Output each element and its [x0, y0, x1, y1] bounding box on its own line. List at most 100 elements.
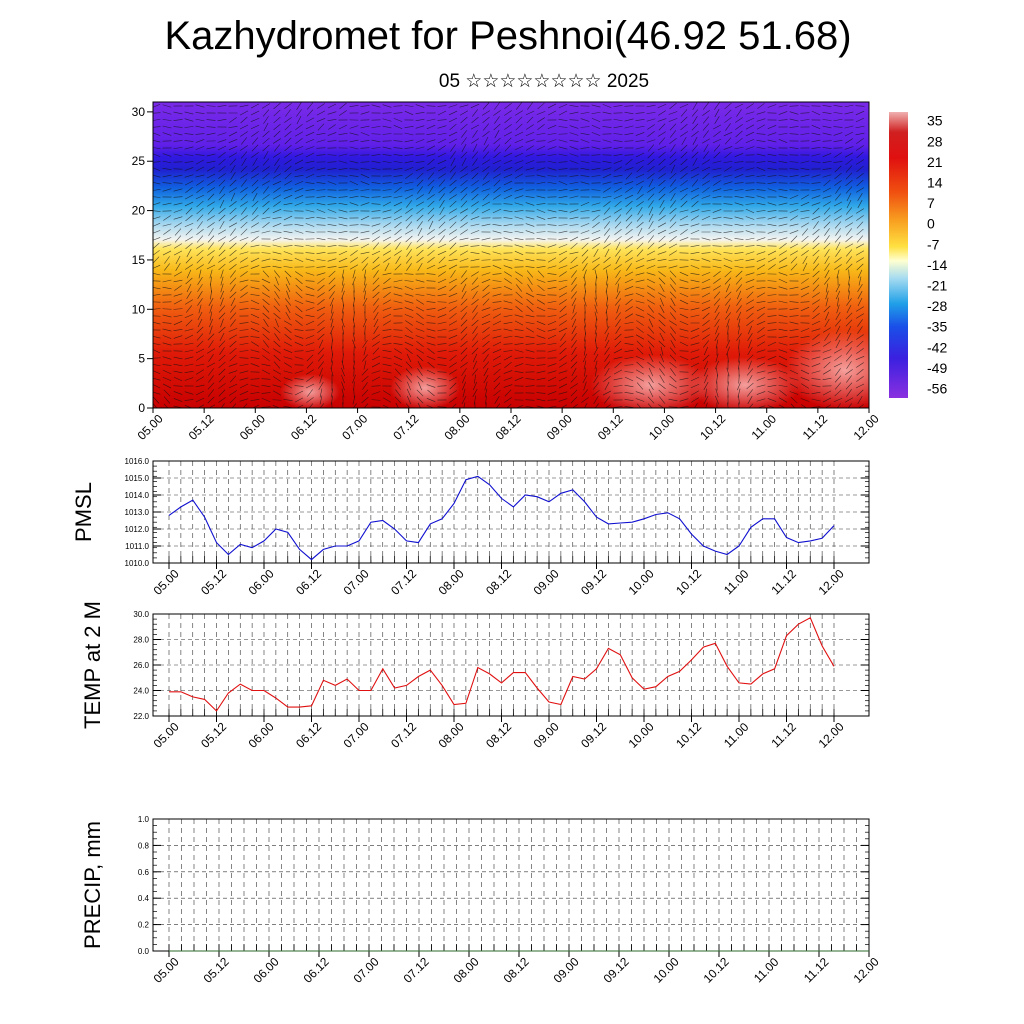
wind-vector: [416, 396, 424, 404]
wind-vector: [472, 326, 478, 334]
wind-vector: [811, 356, 821, 360]
wind-vector: [327, 196, 337, 198]
wind-vector: [427, 214, 435, 222]
wind-vector: [658, 137, 666, 145]
wind-vector: [613, 160, 623, 164]
wind-vector: [252, 192, 258, 202]
wind-vector: [824, 269, 830, 279]
wind-vector: [218, 236, 226, 242]
wind-vector: [856, 348, 864, 354]
wind-vector: [261, 406, 271, 408]
wind-vector: [812, 292, 820, 298]
wind-vector: [173, 370, 183, 374]
wind-vector: [726, 346, 730, 356]
wind-vector: [613, 166, 623, 172]
wind-vector: [800, 272, 810, 276]
wind-vector: [317, 354, 325, 362]
wind-vector: [536, 327, 546, 333]
wind-vector: [329, 297, 335, 307]
wind-vector: [584, 339, 586, 349]
wind-vector: [163, 215, 171, 221]
wind-vector: [263, 116, 269, 124]
wind-vector: [834, 389, 842, 397]
wind-vector: [856, 340, 864, 348]
wind-vector: [669, 151, 677, 159]
wind-vector: [602, 167, 612, 171]
wind-vector: [822, 356, 832, 360]
wind-vector: [605, 304, 609, 314]
wind-vector: [778, 195, 788, 199]
wind-vector: [635, 265, 645, 269]
wind-vector: [437, 314, 447, 318]
wind-vector: [206, 362, 216, 368]
wind-vector: [195, 397, 205, 403]
wind-vector: [197, 291, 203, 299]
wind-vector: [185, 319, 193, 327]
wind-vector: [635, 334, 645, 340]
wind-vector: [592, 389, 600, 397]
wind-vector: [338, 167, 348, 171]
wind-vector: [195, 348, 205, 354]
wind-vector: [558, 146, 568, 150]
wind-vector: [547, 125, 557, 129]
wind-vector: [284, 159, 292, 165]
wind-vector: [647, 165, 655, 173]
wind-vector: [812, 263, 820, 271]
wind-vector: [778, 257, 788, 263]
wind-vector: [206, 153, 216, 157]
wind-vector: [613, 369, 623, 375]
wind-vector: [837, 297, 839, 307]
wind-vector: [823, 305, 831, 313]
wind-vector: [558, 189, 568, 191]
wind-vector: [272, 369, 282, 375]
wind-vector: [503, 210, 513, 212]
wind-vector: [679, 355, 689, 361]
wind-vector: [250, 384, 260, 388]
wind-vector: [470, 216, 480, 220]
wind-vector: [547, 103, 557, 109]
wind-vector: [558, 376, 568, 382]
wind-vector: [173, 146, 183, 150]
wind-vector: [669, 102, 677, 110]
wind-vector: [692, 136, 698, 146]
wind-vector: [262, 172, 270, 180]
wind-vector: [173, 250, 183, 256]
wind-vector: [504, 144, 512, 152]
wind-vector: [173, 329, 183, 331]
wind-vector: [547, 363, 557, 367]
wind-vector: [789, 243, 799, 249]
wind-vector: [595, 290, 597, 300]
wind-vector: [778, 272, 788, 276]
wind-vector: [284, 103, 292, 109]
wind-vector: [855, 383, 865, 389]
wind-vector: [536, 231, 546, 233]
wind-vector: [196, 186, 204, 194]
wind-vector: [690, 307, 700, 311]
wind-vector: [558, 279, 568, 283]
wind-vector: [789, 161, 799, 163]
wind-vector: [756, 292, 766, 298]
wind-vector: [603, 264, 611, 270]
x-tick-label: 05.12: [198, 566, 229, 597]
wind-vector: [273, 102, 281, 110]
wind-vector: [470, 103, 480, 109]
wind-vector: [239, 322, 249, 324]
wind-vector: [636, 193, 644, 201]
wind-vector: [427, 389, 435, 397]
wind-vector: [767, 257, 777, 263]
wind-vector: [525, 258, 535, 262]
wind-vector: [800, 343, 810, 345]
wind-vector: [725, 283, 731, 293]
wind-vector: [637, 186, 643, 194]
wind-vector: [624, 376, 634, 382]
wind-vector: [185, 228, 193, 236]
wind-vector: [415, 104, 425, 108]
wind-vector: [338, 175, 348, 177]
wind-vector: [659, 199, 665, 209]
wind-vector: [547, 257, 557, 263]
wind-vector: [382, 112, 392, 114]
wind-vector: [393, 118, 403, 122]
wind-vector: [228, 145, 238, 151]
wind-vector: [184, 161, 194, 163]
wind-vector: [184, 314, 194, 318]
